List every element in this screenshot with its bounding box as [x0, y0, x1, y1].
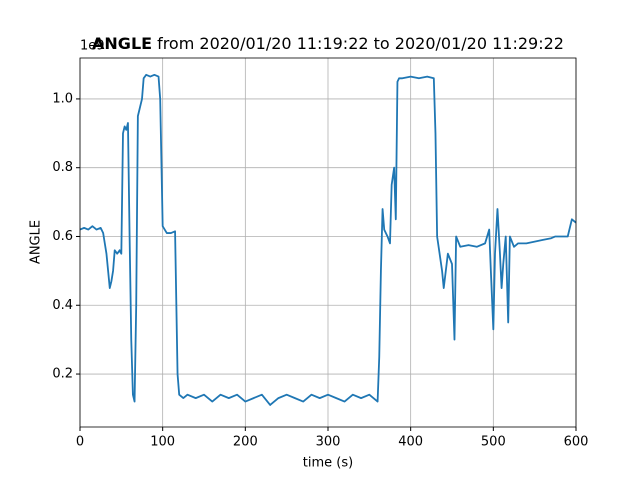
- x-axis-label: time (s): [303, 456, 353, 471]
- chart-title: ANGLE from 2020/01/20 11:19:22 to 2020/01…: [92, 34, 564, 53]
- line-series: [80, 73, 576, 406]
- y-tick-label: 0.6: [52, 229, 73, 244]
- x-tick-label: 500: [481, 435, 506, 450]
- y-tick-label: 0.4: [52, 298, 73, 313]
- y-axis-label: ANGLE: [29, 220, 44, 264]
- y-tick-label: 0.8: [52, 160, 73, 175]
- x-tick-label: 200: [233, 435, 258, 450]
- x-tick-label: 600: [564, 435, 589, 450]
- x-tick-label: 300: [316, 435, 341, 450]
- x-tick-label: 400: [398, 435, 423, 450]
- y-offset-label: 1e9: [80, 39, 105, 54]
- plot-frame: [79, 57, 577, 428]
- x-tick-label: 0: [76, 435, 84, 450]
- title-rest: from 2020/01/20 11:19:22 to 2020/01/20 1…: [157, 34, 564, 53]
- y-tick-label: 0.2: [52, 367, 73, 382]
- y-tick-label: 1.0: [52, 91, 73, 106]
- x-tick-label: 100: [150, 435, 175, 450]
- title-bold: ANGLE: [92, 34, 152, 53]
